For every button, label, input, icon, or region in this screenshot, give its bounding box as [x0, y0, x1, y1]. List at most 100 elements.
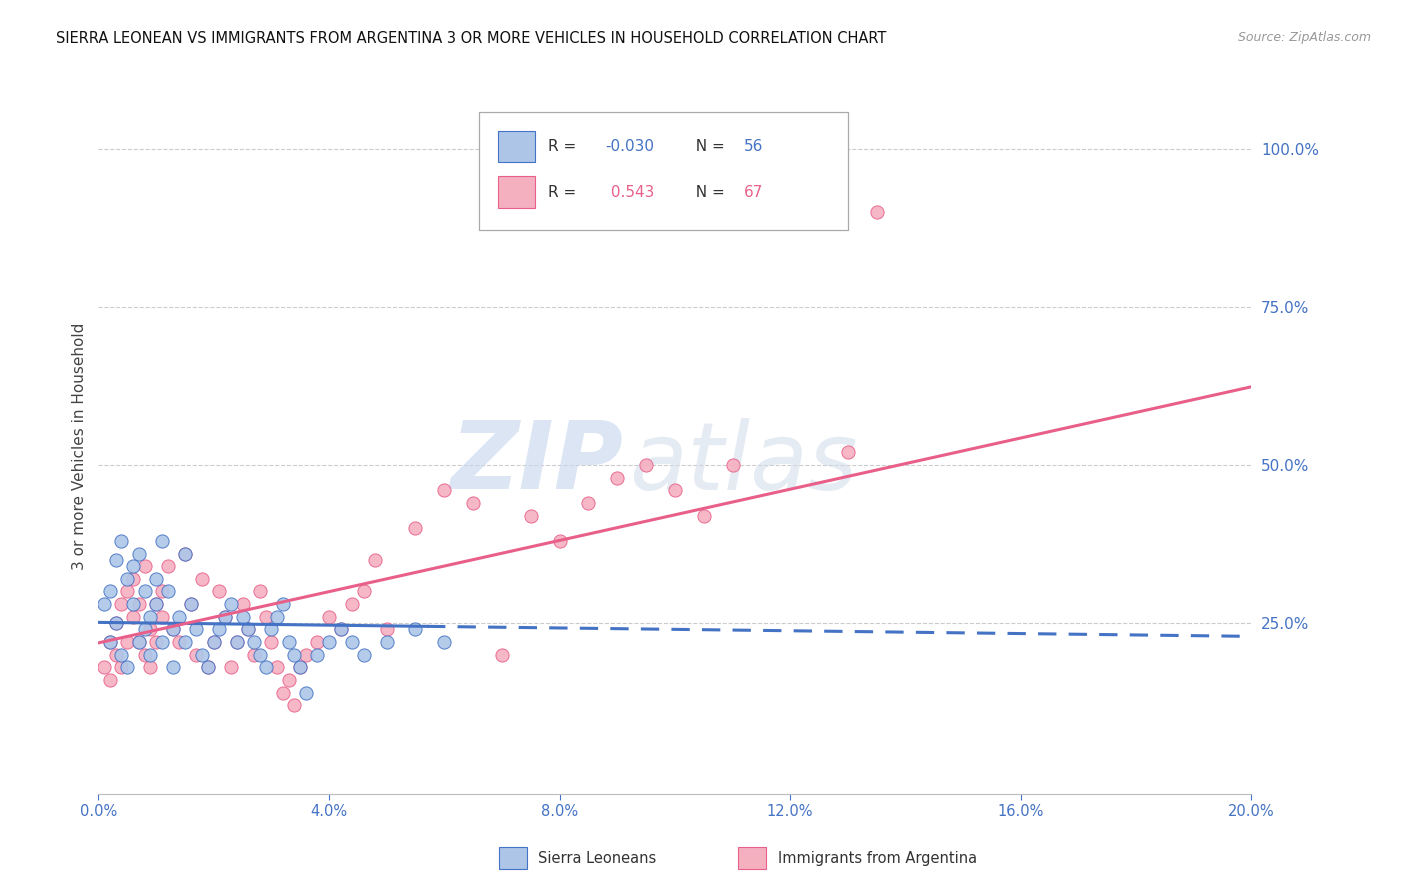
Point — [93, 660, 115, 674]
Point — [145, 597, 167, 611]
Point — [249, 648, 271, 662]
Point — [162, 660, 184, 674]
Text: ZIP: ZIP — [450, 417, 623, 509]
Point — [295, 686, 318, 700]
Point — [636, 458, 658, 472]
Point — [134, 559, 156, 574]
Point — [104, 648, 127, 662]
Text: N =: N = — [686, 139, 730, 154]
Point — [219, 597, 242, 611]
Point — [277, 673, 299, 687]
Point — [139, 648, 162, 662]
Point — [364, 553, 387, 567]
Point — [167, 635, 190, 649]
Point — [290, 660, 312, 674]
Point — [405, 521, 427, 535]
Point — [461, 496, 484, 510]
Point — [238, 623, 260, 637]
Point — [208, 584, 231, 599]
Point — [214, 609, 236, 624]
Text: Source: ZipAtlas.com: Source: ZipAtlas.com — [1237, 31, 1371, 45]
Point — [117, 584, 139, 599]
Point — [548, 533, 571, 548]
Point — [122, 559, 145, 574]
Point — [318, 609, 340, 624]
Point — [318, 635, 340, 649]
Point — [145, 597, 167, 611]
Text: -0.030: -0.030 — [606, 139, 655, 154]
Point — [128, 635, 150, 649]
Point — [271, 597, 294, 611]
Point — [150, 533, 173, 548]
Text: 0.543: 0.543 — [606, 185, 654, 200]
Point — [117, 572, 139, 586]
Point — [283, 648, 305, 662]
Point — [307, 648, 329, 662]
Point — [98, 584, 121, 599]
Point — [231, 597, 254, 611]
Point — [254, 660, 277, 674]
Point — [98, 635, 121, 649]
Point — [180, 597, 202, 611]
Point — [117, 635, 139, 649]
Point — [491, 648, 513, 662]
Point — [375, 623, 398, 637]
Point — [191, 648, 214, 662]
Point — [578, 496, 600, 510]
Point — [340, 635, 363, 649]
Point — [243, 635, 266, 649]
Point — [110, 660, 132, 674]
Point — [197, 660, 219, 674]
Point — [520, 508, 543, 523]
Point — [340, 597, 363, 611]
Point — [150, 584, 173, 599]
Point — [104, 616, 127, 631]
Text: 67: 67 — [744, 185, 763, 200]
Point — [145, 635, 167, 649]
Point — [186, 623, 208, 637]
Point — [145, 572, 167, 586]
Point — [266, 609, 288, 624]
Text: Sierra Leoneans: Sierra Leoneans — [538, 851, 657, 865]
Point — [208, 623, 231, 637]
Point — [117, 660, 139, 674]
Point — [329, 623, 352, 637]
Point — [249, 584, 271, 599]
Point — [174, 547, 197, 561]
Point — [162, 623, 184, 637]
Point — [283, 698, 305, 713]
Point — [98, 635, 121, 649]
Point — [219, 660, 242, 674]
Point — [405, 623, 427, 637]
Text: R =: R = — [548, 139, 581, 154]
Point — [174, 635, 197, 649]
FancyBboxPatch shape — [499, 131, 536, 162]
Point — [295, 648, 318, 662]
Point — [93, 597, 115, 611]
Point — [225, 635, 247, 649]
Point — [156, 559, 179, 574]
Point — [866, 205, 889, 219]
Point — [375, 635, 398, 649]
Point — [167, 609, 190, 624]
Y-axis label: 3 or more Vehicles in Household: 3 or more Vehicles in Household — [72, 322, 87, 570]
Point — [271, 686, 294, 700]
Point — [290, 660, 312, 674]
Point — [266, 660, 288, 674]
Point — [307, 635, 329, 649]
FancyBboxPatch shape — [479, 112, 848, 230]
Point — [254, 609, 277, 624]
Point — [202, 635, 225, 649]
Point — [721, 458, 744, 472]
Point — [110, 533, 132, 548]
Point — [122, 597, 145, 611]
Point — [150, 635, 173, 649]
Point — [693, 508, 716, 523]
Point — [197, 660, 219, 674]
Text: atlas: atlas — [628, 417, 858, 509]
Point — [162, 623, 184, 637]
Point — [128, 635, 150, 649]
FancyBboxPatch shape — [499, 177, 536, 208]
Point — [186, 648, 208, 662]
Point — [329, 623, 352, 637]
